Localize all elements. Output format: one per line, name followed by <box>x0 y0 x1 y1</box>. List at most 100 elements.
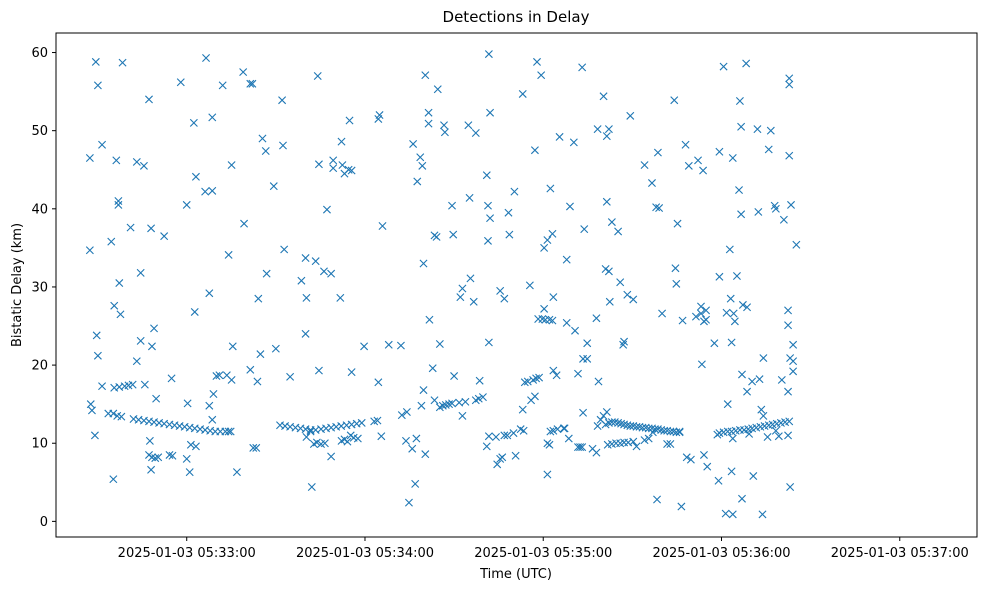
data-point <box>533 57 541 66</box>
data-point <box>766 126 775 135</box>
data-point <box>787 200 796 209</box>
data-point <box>655 204 664 213</box>
data-point <box>602 132 611 141</box>
data-point <box>686 455 695 464</box>
data-point <box>722 308 731 317</box>
data-point <box>562 255 571 264</box>
data-point <box>93 81 102 90</box>
data-point <box>555 132 564 141</box>
data-point <box>771 204 780 213</box>
data-point <box>320 439 329 448</box>
data-point <box>538 315 547 323</box>
data-point <box>710 339 719 348</box>
data-point <box>189 118 198 127</box>
data-point <box>373 416 382 425</box>
data-point <box>147 342 156 351</box>
data-point <box>154 453 163 462</box>
data-point <box>191 172 200 181</box>
data-point <box>466 274 475 283</box>
data-point <box>91 57 100 66</box>
data-point <box>209 390 218 398</box>
data-point <box>347 368 356 377</box>
data-point <box>742 59 751 68</box>
data-point <box>136 268 145 277</box>
data-point <box>438 401 447 410</box>
data-point <box>675 427 684 436</box>
data-point <box>647 179 656 188</box>
data-point <box>510 187 519 196</box>
data-point <box>128 380 137 389</box>
data-point <box>252 443 261 452</box>
data-point <box>604 125 613 134</box>
data-point <box>86 400 95 409</box>
data-point <box>469 297 478 306</box>
data-point <box>168 451 177 460</box>
data-point <box>360 342 369 351</box>
data-point <box>327 452 336 461</box>
data-point <box>735 96 744 105</box>
data-point <box>691 312 700 321</box>
data-point <box>226 427 235 436</box>
data-point <box>540 304 549 313</box>
data-point <box>357 418 366 427</box>
data-point <box>518 405 527 414</box>
data-point <box>758 510 767 519</box>
data-point <box>648 428 657 437</box>
data-point <box>205 289 214 298</box>
data-point <box>458 284 467 293</box>
data-point <box>249 443 258 452</box>
data-point <box>719 62 728 71</box>
data-point <box>412 434 421 443</box>
data-point <box>546 427 555 436</box>
data-point <box>749 472 758 481</box>
data-point <box>764 145 773 154</box>
data-point <box>702 315 711 324</box>
x-tick-label: 2025-01-03 05:36:00 <box>652 546 790 561</box>
data-point <box>145 95 153 104</box>
data-point <box>616 278 625 287</box>
data-point <box>401 436 410 445</box>
data-point <box>374 378 383 387</box>
data-point <box>167 374 176 383</box>
data-point <box>228 342 237 351</box>
data-point <box>754 207 763 216</box>
data-point <box>92 331 101 340</box>
data-point <box>629 295 638 304</box>
y-tick-label: 30 <box>31 280 48 295</box>
data-point <box>419 386 428 395</box>
data-point <box>671 264 680 273</box>
data-point <box>672 279 681 288</box>
data-point <box>726 294 735 303</box>
data-point <box>253 377 262 386</box>
data-point <box>301 329 310 338</box>
data-point <box>743 387 752 396</box>
data-point <box>396 341 405 350</box>
data-point <box>540 243 549 252</box>
data-point <box>483 201 492 210</box>
data-point <box>789 357 798 366</box>
data-point <box>509 429 518 438</box>
data-point <box>559 424 568 433</box>
data-point <box>496 286 505 295</box>
y-tick-label: 20 <box>31 359 48 374</box>
data-point <box>757 405 766 414</box>
data-point <box>482 442 491 451</box>
data-point <box>699 450 708 459</box>
data-point <box>208 415 217 424</box>
data-point <box>319 267 328 276</box>
y-axis-label: Bistatic Delay (km) <box>10 223 25 347</box>
y-axis: 0 10 20 30 40 50 60 <box>31 46 56 530</box>
data-point <box>160 232 169 241</box>
data-point <box>511 451 520 460</box>
data-point <box>784 306 793 315</box>
data-point <box>484 432 493 441</box>
data-point <box>246 79 255 88</box>
data-point <box>114 197 123 205</box>
data-point <box>218 81 227 90</box>
data-point <box>224 427 233 436</box>
data-point <box>607 218 616 227</box>
data-point <box>126 223 135 232</box>
data-point <box>500 431 509 440</box>
data-point <box>785 417 794 426</box>
